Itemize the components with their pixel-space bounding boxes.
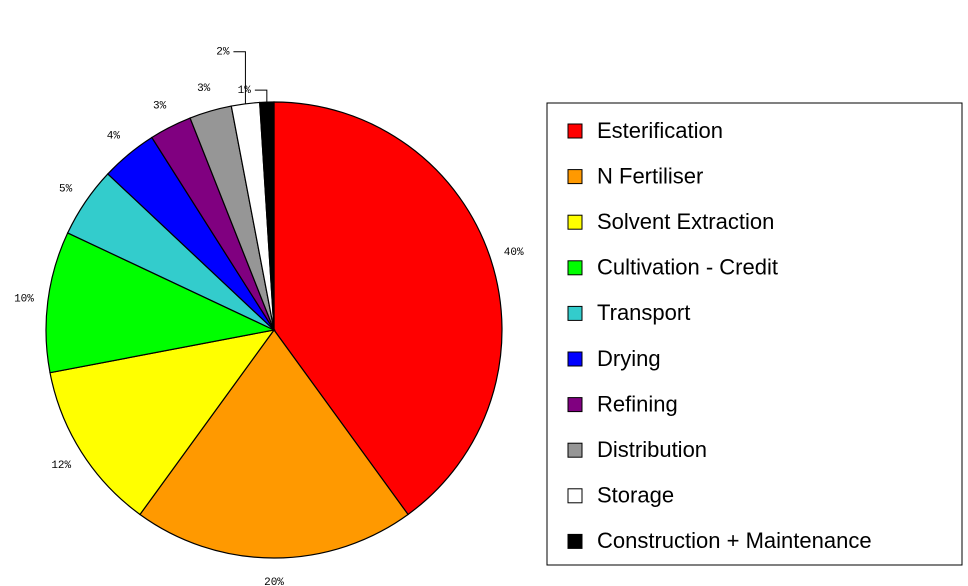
pie-slice: [259, 101, 275, 331]
legend-swatch: [567, 123, 583, 139]
legend-label: Construction + Maintenance: [597, 528, 872, 553]
legend-swatch: [567, 488, 583, 504]
data-label: 20%: [264, 577, 284, 586]
data-label: 3%: [153, 100, 167, 112]
data-label: 40%: [504, 247, 524, 259]
pie-slice: [139, 328, 409, 559]
data-label: 3%: [197, 83, 211, 95]
legend-label: N Fertiliser: [597, 163, 703, 188]
legend-swatch: [567, 442, 583, 458]
legend-box: [546, 102, 963, 566]
legend-label: Storage: [597, 483, 674, 508]
legend-swatch: [567, 397, 583, 413]
data-label: 12%: [51, 460, 71, 472]
legend-swatch: [567, 214, 583, 230]
legend-swatch: [567, 305, 583, 321]
data-label: 5%: [59, 183, 73, 195]
legend-swatch: [567, 260, 583, 276]
legend-swatch: [567, 351, 583, 367]
legend-label: Solvent Extraction: [597, 209, 774, 234]
data-label: 4%: [107, 131, 121, 143]
legend-label: Cultivation - Credit: [597, 255, 778, 280]
pie-slice: [273, 101, 503, 516]
legend-swatch: [567, 169, 583, 185]
leader-line: [233, 51, 246, 104]
legend-label: Esterification: [597, 118, 723, 143]
pie-slice: [45, 232, 276, 374]
data-label: 2%: [216, 47, 230, 59]
pie-slice: [49, 329, 276, 516]
legend-label: Drying: [597, 346, 661, 371]
legend-label: Refining: [597, 391, 678, 416]
legend-label: Transport: [597, 300, 690, 325]
data-label: 1%: [238, 85, 252, 97]
data-label: 10%: [14, 293, 34, 305]
leader-line: [254, 89, 268, 103]
legend-swatch: [567, 533, 583, 549]
legend-label: Distribution: [597, 437, 707, 462]
